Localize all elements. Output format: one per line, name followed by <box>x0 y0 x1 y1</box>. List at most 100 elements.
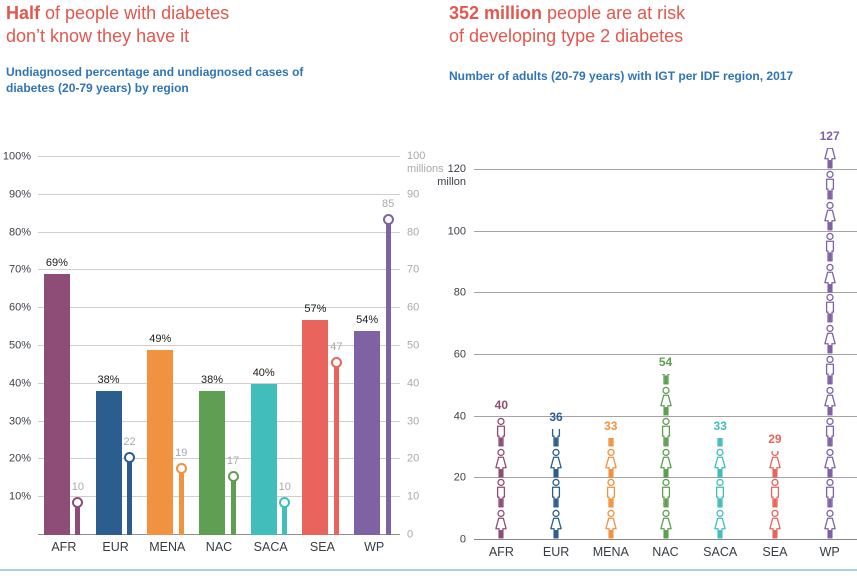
right-axis-tick: 90 <box>407 188 420 201</box>
x-axis-label-NAC: NAC <box>652 545 679 559</box>
person-icon-male <box>661 479 670 508</box>
person-icon-male <box>552 429 561 447</box>
person-icon-male <box>661 373 670 385</box>
lollipop-stem-SEA <box>333 366 339 535</box>
value-label-SACA: 33 <box>713 419 727 434</box>
lollipop-circle-WP <box>382 213 394 225</box>
bar-NAC <box>199 391 225 535</box>
y-axis-tick: 80 <box>453 286 466 299</box>
bar-MENA <box>147 349 174 535</box>
left-panel-subtitle: Undiagnosed percentage and undiagnosed c… <box>6 65 304 95</box>
lollipop-value-label-AFR: 10 <box>71 481 84 494</box>
value-label-MENA: 33 <box>604 419 618 434</box>
y-axis-tick: 40 <box>453 410 466 423</box>
lollipop-stem-MENA <box>178 472 184 535</box>
person-icon-female <box>823 263 836 292</box>
lollipop-circle-NAC <box>227 470 239 482</box>
person-icon-female <box>550 509 562 539</box>
right-axis-top-label: 100 millions <box>407 150 444 175</box>
gridline <box>38 156 400 157</box>
right-axis-tick: 10 <box>407 490 420 503</box>
icon-stack-EUR <box>545 429 567 540</box>
lollipop-circle-EUR <box>124 451 136 463</box>
x-axis-label-NAC: NAC <box>205 540 233 554</box>
undiagnosed-combo-chart: 10% 20% 30% 40% 50% 60% 70% 80% 90% 100% 0 10 20 30 40… <box>3 150 444 554</box>
gridline <box>474 292 857 294</box>
lollipop-circle-MENA <box>175 463 187 475</box>
lollipop-value-label-NAC: 17 <box>226 454 240 467</box>
gridline <box>38 193 400 195</box>
value-label-SEA: 29 <box>768 431 782 446</box>
x-axis-label-SEA: SEA <box>309 540 335 554</box>
igt-pictogram-chart: 0 20 40 60 80 100 120 millon 40 AFR 36 EUR 33 MENA 54 N… <box>437 130 857 559</box>
right-axis-tick: 0 <box>407 528 414 541</box>
lollipop-stem-SACA <box>282 506 288 535</box>
left-axis-tick: 10% <box>8 490 31 503</box>
person-icon-male <box>497 479 506 508</box>
person-icon-female <box>659 386 672 416</box>
bar-SACA <box>250 383 277 535</box>
x-axis-label-MENA: MENA <box>149 540 186 554</box>
person-icon-male <box>552 479 561 508</box>
person-icon-male <box>608 438 614 447</box>
left-axis-tick: 90% <box>8 188 31 201</box>
left-axis-tick: 40% <box>8 377 31 390</box>
y-axis-tick: 0 <box>459 533 466 546</box>
right-axis-tick: 60 <box>407 301 420 314</box>
bar-AFR <box>43 274 70 535</box>
person-icon-female <box>714 448 726 477</box>
person-icon-female <box>659 448 672 477</box>
lollipop-value-label-SEA: 47 <box>330 341 343 354</box>
lollipop-value-label-WP: 85 <box>382 197 395 210</box>
bar-value-label-WP: 54% <box>356 313 379 326</box>
value-label-WP: 127 <box>819 129 840 144</box>
x-axis-label-SEA: SEA <box>762 545 788 559</box>
left-axis-tick: 100% <box>2 150 31 163</box>
value-label-NAC: 54 <box>658 354 673 369</box>
gridline <box>474 539 857 540</box>
person-icon-male <box>716 479 725 508</box>
lollipop-stem-WP <box>385 222 391 535</box>
x-axis-label-WP: WP <box>819 545 840 559</box>
person-icon-male <box>825 170 834 200</box>
right-axis-tick: 50 <box>407 339 420 352</box>
gridline <box>474 354 857 355</box>
gridline <box>38 307 400 309</box>
lollipop-circle-AFR <box>72 497 84 509</box>
value-label-EUR: 36 <box>549 410 563 424</box>
lollipop-circle-SACA <box>279 497 291 509</box>
right-axis-tick: 40 <box>407 377 420 390</box>
x-axis-label-EUR: EUR <box>542 545 570 559</box>
person-icon-male <box>825 294 834 323</box>
right-axis-tick: 70 <box>407 263 420 276</box>
person-icon-female <box>769 509 781 539</box>
left-panel-title: Half of people with diabetes don’t know … <box>6 2 346 48</box>
person-icon-male <box>825 479 834 508</box>
x-axis-label-WP: WP <box>364 540 385 554</box>
lollipop-value-label-EUR: 22 <box>123 435 136 448</box>
lollipop-value-label-MENA: 19 <box>175 447 188 460</box>
x-axis-label-SACA: SACA <box>703 545 738 559</box>
right-title-lead: 352 million <box>449 3 543 23</box>
person-icon-male <box>825 417 834 447</box>
bar-WP <box>354 330 381 535</box>
person-icon-male <box>825 355 834 385</box>
right-title-rest: people are at risk of developing type 2 … <box>449 3 686 46</box>
bottom-rule <box>0 569 857 571</box>
gridline <box>38 345 400 346</box>
person-icon-female <box>550 448 562 477</box>
gridline <box>38 382 400 384</box>
person-icon-male <box>661 417 670 447</box>
bar-value-label-SEA: 57% <box>304 302 327 315</box>
left-axis-tick: 60% <box>8 301 31 314</box>
gridline <box>38 231 400 233</box>
y-axis-tick: 20 <box>453 471 466 484</box>
person-icon-male <box>770 479 779 508</box>
bar-value-label-EUR: 38% <box>97 374 120 387</box>
icon-stack-AFR <box>490 417 512 540</box>
lollipop-stem-NAC <box>230 479 236 535</box>
person-icon-female <box>714 509 726 539</box>
right-panel-subtitle: Number of adults (20-79 years) with IGT … <box>449 69 794 83</box>
icon-stack-SACA <box>709 438 731 540</box>
